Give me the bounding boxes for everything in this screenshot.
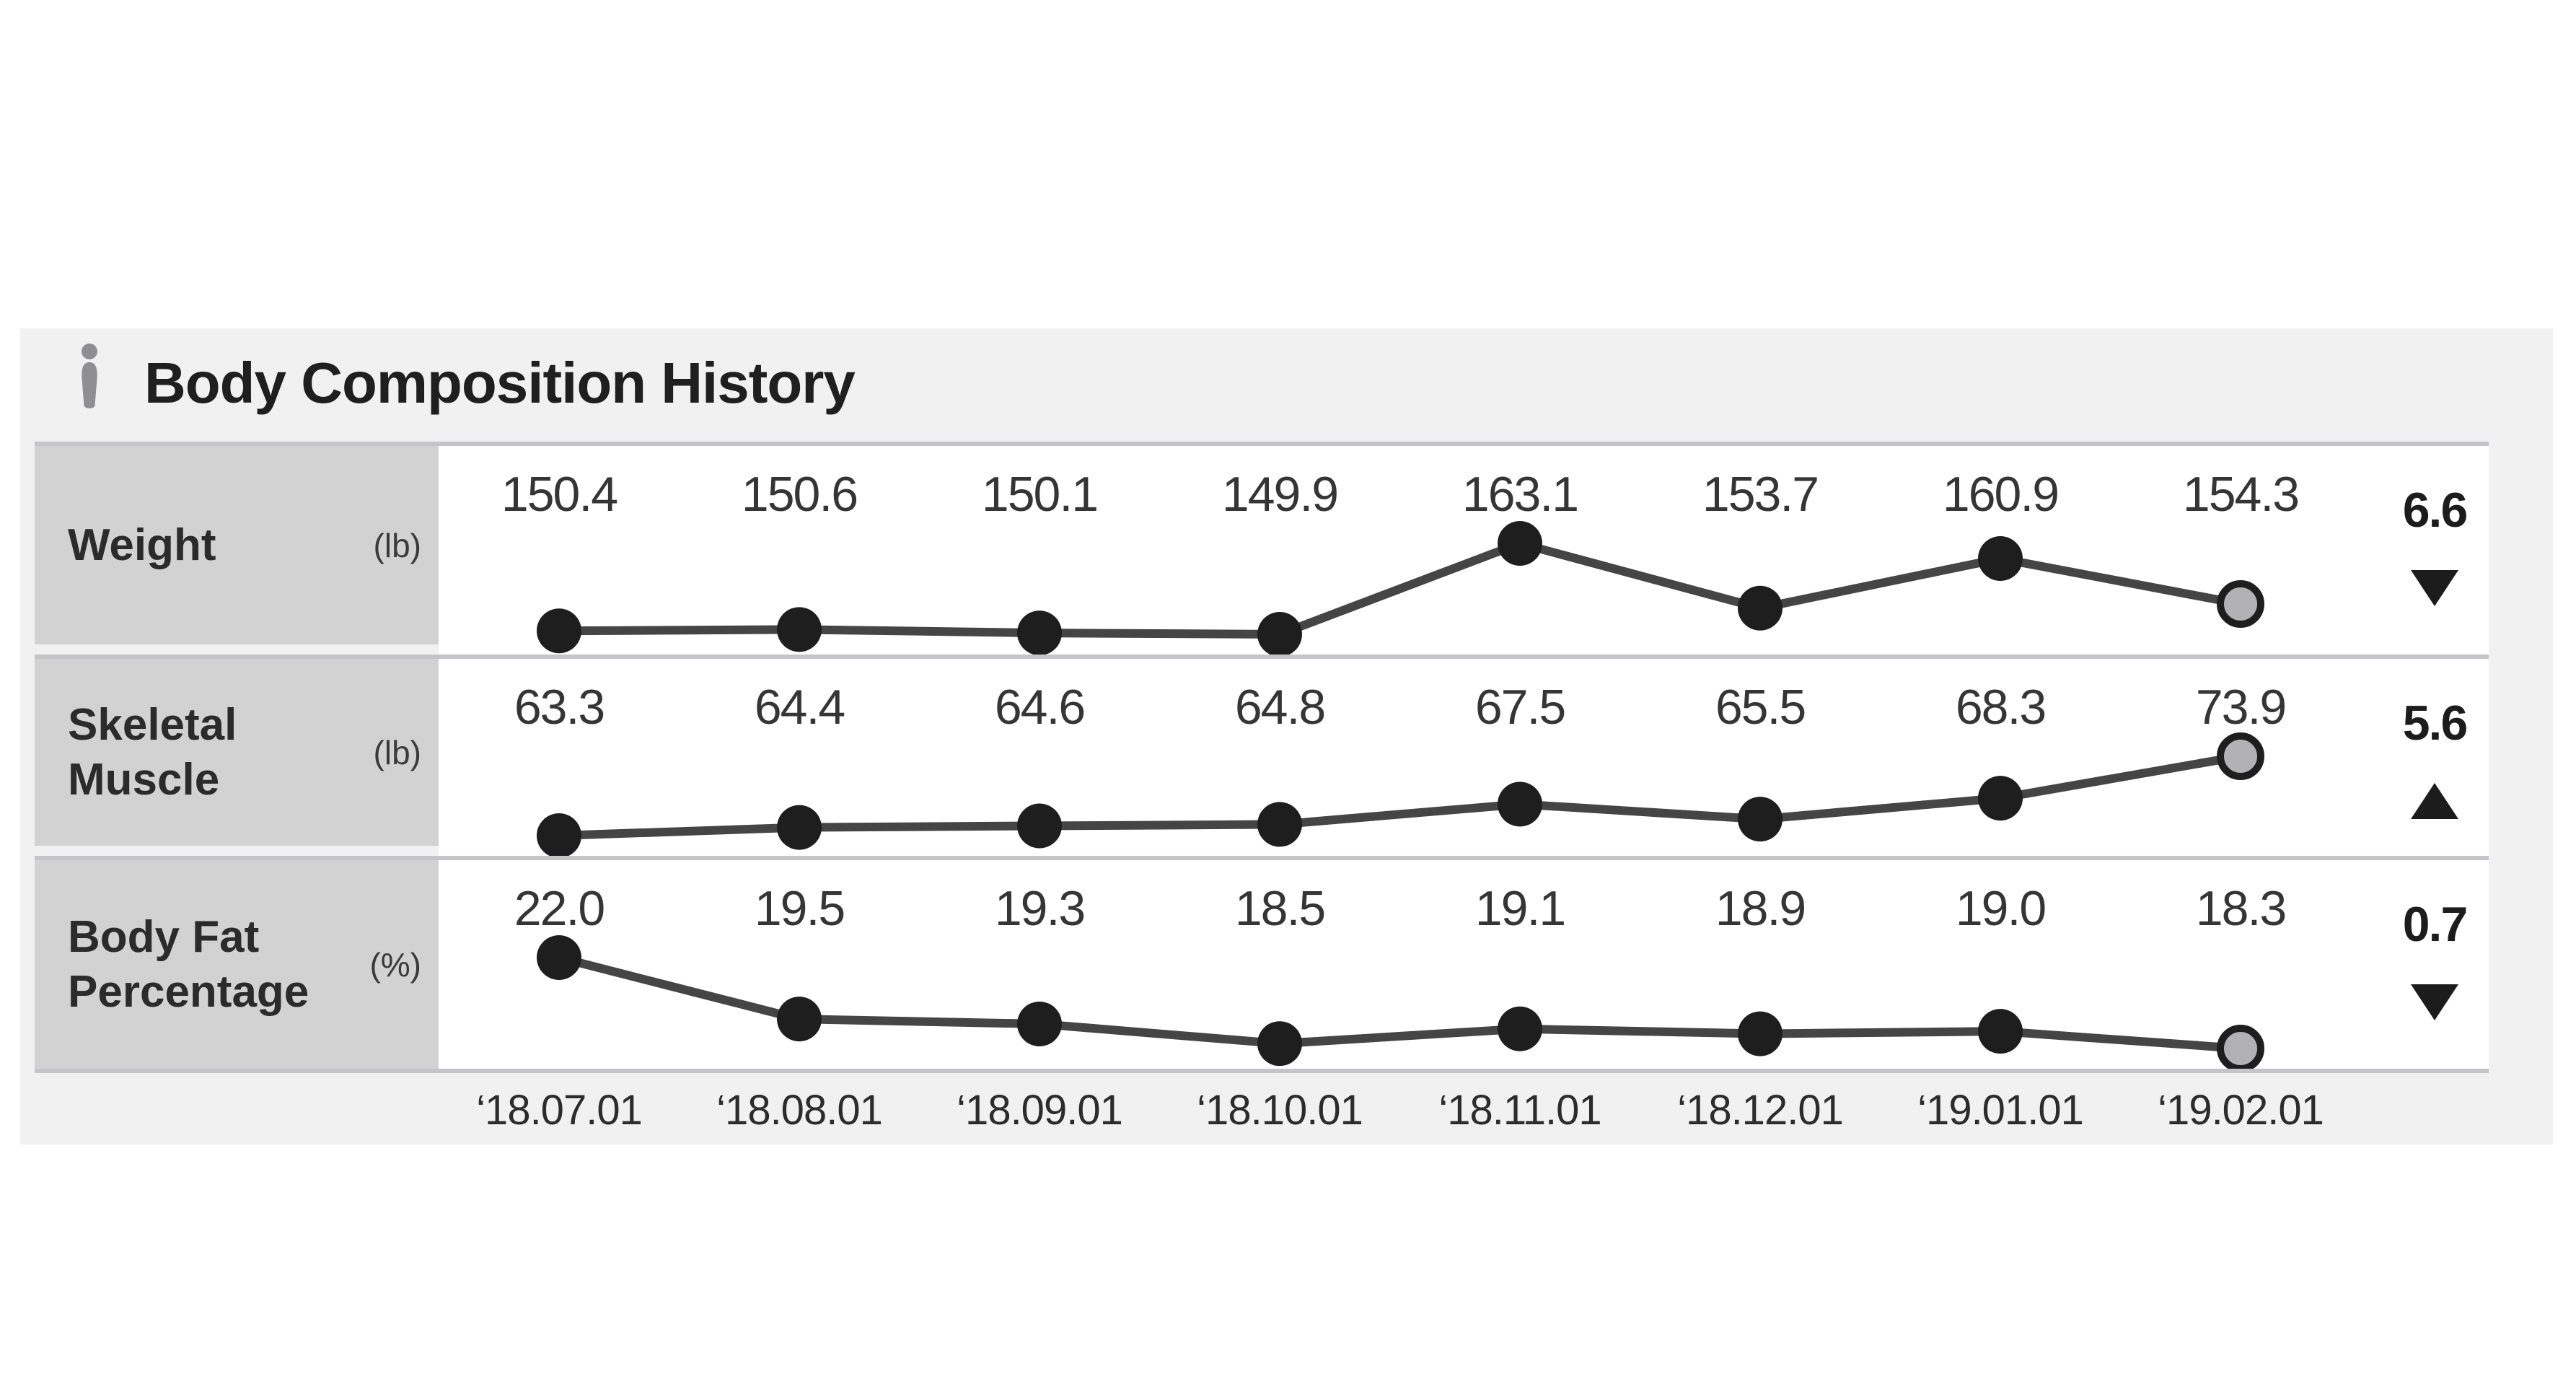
change-value: 0.7 (2403, 897, 2467, 952)
data-point-latest (2217, 732, 2264, 780)
date-label: ‘18.10.01 (1197, 1087, 1363, 1134)
change-direction-down-icon (2411, 984, 2458, 1020)
value-label: 22.0 (514, 881, 605, 936)
table-top-border (35, 442, 2489, 446)
value-label: 67.5 (1475, 680, 1565, 735)
x-axis-dates: ‘18.07.01 ‘18.08.01 ‘18.09.01 ‘18.10.01 ‘18.… (20, 1073, 2553, 1144)
date-label: ‘19.02.01 (2158, 1087, 2324, 1134)
data-point (777, 805, 822, 850)
panel-header: Body Composition History (20, 328, 2553, 442)
row-sparkline: 63.3 64.4 64.6 64.8 67.5 65.5 68.3 73.9 5.6 (514, 680, 2468, 856)
row-label: Skeletal Muscle (68, 699, 237, 805)
value-label: 154.3 (2183, 467, 2298, 522)
data-point (1498, 782, 1542, 827)
change-value: 6.6 (2403, 483, 2467, 538)
data-point (1257, 802, 1302, 847)
data-point-latest (2217, 580, 2264, 628)
row-chart-skeletal-muscle: 63.3 64.4 64.6 64.8 67.5 65.5 68.3 73.9 5.6 (439, 659, 2489, 856)
value-label: 150.4 (501, 467, 617, 522)
value-label: 18.5 (1235, 881, 1324, 936)
label-cell-weight: Weight (lb) (35, 446, 439, 644)
trend-line (555, 752, 2245, 840)
data-point (1978, 536, 2023, 581)
date-label: ‘18.07.01 (476, 1087, 643, 1134)
trend-line (555, 953, 2245, 1053)
value-label: 73.9 (2196, 680, 2285, 735)
person-icon (82, 343, 97, 408)
data-point (1978, 1009, 2023, 1054)
data-point (777, 997, 822, 1042)
row-chart-weight: 150.4 150.6 150.1 149.9 163.1 153.7 160.9 154.3… (439, 446, 2489, 655)
row-chart-body-fat: 22.0 19.5 19.3 18.5 19.1 18.9 19.0 18.3 0.7 (439, 860, 2489, 1069)
data-point (1257, 612, 1302, 655)
body-composition-panel: Body Composition History Weight (lb) Ske… (20, 328, 2553, 1144)
value-label: 64.4 (755, 680, 845, 735)
value-label: 19.0 (1956, 881, 2046, 936)
row-unit: (lb) (373, 733, 421, 771)
data-point (1017, 803, 1062, 849)
value-label: 64.8 (1235, 680, 1324, 735)
data-point (1738, 585, 1782, 631)
row-label: Body Fat Percentage (68, 911, 309, 1017)
value-label: 19.5 (755, 881, 844, 936)
row-sparkline: 150.4 150.6 150.1 149.9 163.1 153.7 160.9 154.3… (501, 467, 2468, 655)
data-point-latest (2217, 1025, 2264, 1069)
row-sparkline: 22.0 19.5 19.3 18.5 19.1 18.9 19.0 18.3 0.7 (514, 881, 2468, 1069)
data-point (1498, 521, 1542, 566)
change-direction-up-icon (2411, 783, 2458, 819)
row-unit: (lb) (373, 526, 421, 564)
label-cell-body-fat: Body Fat Percentage (%) (35, 860, 439, 1069)
value-label: 163.1 (1462, 467, 1578, 522)
value-label: 68.3 (1956, 680, 2045, 735)
data-point (1498, 1006, 1542, 1051)
date-label: ‘19.01.01 (1917, 1087, 2084, 1134)
value-label: 63.3 (514, 680, 604, 735)
value-label: 19.1 (1475, 881, 1565, 936)
row-divider (35, 655, 2489, 659)
row-divider (35, 856, 2489, 860)
date-label: ‘18.12.01 (1677, 1087, 1844, 1134)
value-label: 149.9 (1222, 467, 1337, 522)
label-cell-skeletal-muscle: Skeletal Muscle (lb) (35, 659, 439, 846)
data-point (1738, 797, 1782, 842)
chart-background (439, 446, 2489, 1069)
value-label: 150.1 (982, 467, 1097, 522)
value-label: 65.5 (1715, 680, 1805, 735)
data-point (537, 608, 581, 654)
value-label: 153.7 (1702, 467, 1818, 522)
table-bottom-border (35, 1069, 2489, 1073)
data-point (537, 813, 581, 856)
value-label: 150.6 (742, 467, 857, 522)
value-label: 18.9 (1715, 881, 1805, 936)
page-title: Body Composition History (144, 351, 856, 415)
value-label: 160.9 (1943, 467, 2058, 522)
data-point (1738, 1011, 1782, 1056)
data-point (537, 935, 581, 980)
change-direction-down-icon (2411, 570, 2458, 606)
data-point (1017, 1001, 1062, 1046)
data-point (777, 607, 822, 652)
date-label: ‘18.11.01 (1438, 1087, 1601, 1134)
data-point (1978, 776, 2023, 821)
row-unit: (%) (369, 945, 421, 984)
data-point (1017, 610, 1062, 655)
value-label: 18.3 (2196, 881, 2285, 936)
change-value: 5.6 (2403, 696, 2467, 750)
trend-line (555, 539, 2245, 639)
value-label: 19.3 (995, 881, 1084, 936)
date-label: ‘18.09.01 (957, 1087, 1123, 1134)
row-label: Weight (68, 520, 216, 570)
date-label: ‘18.08.01 (716, 1087, 883, 1134)
value-label: 64.6 (995, 680, 1084, 735)
data-point (1257, 1021, 1302, 1067)
